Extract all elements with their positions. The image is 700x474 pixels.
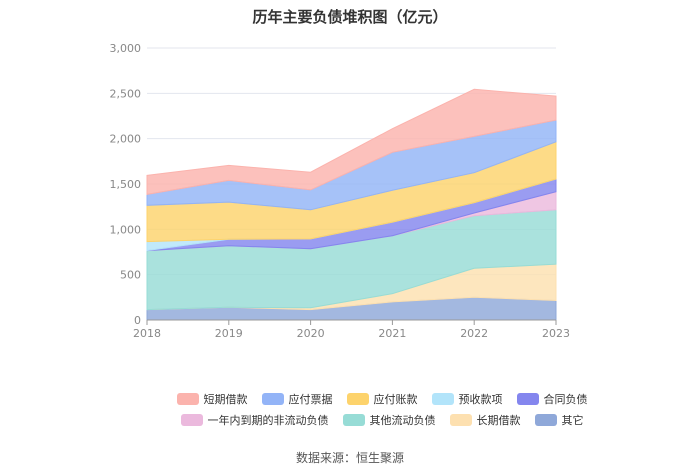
x-tick-label: 2020 <box>297 327 325 340</box>
legend-label: 预收款项 <box>458 392 503 406</box>
legend-item[interactable]: 其他流动负债 <box>342 412 436 428</box>
legend-swatch <box>534 413 557 426</box>
data-source: 数据来源：恒生聚源 <box>295 451 404 465</box>
legend-swatch <box>176 392 199 405</box>
y-tick-label: 1,500 <box>110 178 142 191</box>
legend-label: 合同负债 <box>543 392 588 406</box>
legend-item[interactable]: 合同负债 <box>516 391 588 407</box>
area-series <box>146 88 557 195</box>
legend: 短期借款 应付票据 应付账款 预收款项 合同负债 一年内到期的非流动负债 其他流动负债 长期… <box>172 388 592 430</box>
legend-swatch <box>180 413 203 426</box>
legend-label: 其它 <box>561 413 584 427</box>
legend-label: 应付票据 <box>288 392 333 406</box>
y-tick-label: 2,500 <box>110 87 142 100</box>
legend-item[interactable]: 一年内到期的非流动负债 <box>180 412 329 428</box>
legend-label: 一年内到期的非流动负债 <box>207 413 329 427</box>
y-tick-label: 3,000 <box>110 42 142 55</box>
legend-item[interactable]: 长期借款 <box>449 412 521 428</box>
legend-item[interactable]: 短期借款 <box>176 391 248 407</box>
legend-swatch <box>516 392 539 405</box>
x-tick-label: 2022 <box>460 327 488 340</box>
legend-swatch <box>261 392 284 405</box>
legend-label: 应付账款 <box>373 392 418 406</box>
y-tick-label: 1,000 <box>110 223 142 236</box>
legend-item[interactable]: 应付账款 <box>346 391 418 407</box>
y-tick-label: 500 <box>120 269 141 282</box>
legend-swatch <box>342 413 365 426</box>
y-tick-label: 2,000 <box>110 133 142 146</box>
legend-row: 短期借款 应付票据 应付账款 预收款项 合同负债 <box>172 388 592 409</box>
legend-row: 一年内到期的非流动负债 其他流动负债 长期借款 其它 <box>172 409 592 430</box>
y-tick-label: 0 <box>134 314 141 327</box>
x-tick-label: 2021 <box>378 327 406 340</box>
x-tick-label: 2019 <box>215 327 243 340</box>
x-tick-label: 2023 <box>542 327 570 340</box>
x-tick-label: 2018 <box>133 327 161 340</box>
legend-item[interactable]: 预收款项 <box>431 391 503 407</box>
legend-label: 短期借款 <box>203 392 248 406</box>
legend-item[interactable]: 其它 <box>534 412 584 428</box>
legend-label: 长期借款 <box>476 413 521 427</box>
legend-item[interactable]: 应付票据 <box>261 391 333 407</box>
legend-swatch <box>449 413 472 426</box>
legend-label: 其他流动负债 <box>369 413 436 427</box>
legend-swatch <box>431 392 454 405</box>
chart-title: 历年主要负债堆积图（亿元） <box>252 8 448 26</box>
legend-swatch <box>346 392 369 405</box>
